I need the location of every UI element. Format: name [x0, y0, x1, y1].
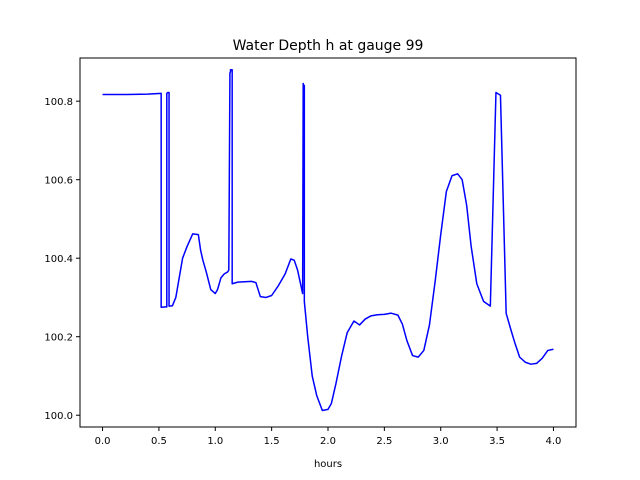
x-tick-label: 1.5 — [264, 436, 280, 447]
x-axis-ticks: 0.0 0.5 1.0 1.5 2.0 2.5 3.0 3.5 4.0 — [95, 427, 562, 447]
y-axis-ticks: 100.0 100.2 100.4 100.6 100.8 — [44, 97, 80, 422]
x-tick-label: 2.5 — [376, 436, 392, 447]
x-tick-label: 1.0 — [207, 436, 223, 447]
x-axis-label: hours — [314, 459, 342, 470]
y-tick-label: 100.0 — [44, 411, 73, 422]
series-line-0 — [102, 69, 554, 412]
x-tick-label: 2.0 — [320, 436, 336, 447]
y-tick-label: 100.8 — [44, 97, 73, 108]
x-tick-label: 0.0 — [95, 436, 111, 447]
y-tick-label: 100.2 — [44, 333, 73, 344]
axes-frame — [79, 57, 577, 428]
x-tick-label: 0.5 — [151, 436, 167, 447]
y-tick-label: 100.6 — [44, 176, 73, 187]
plot-series-group — [102, 69, 554, 412]
y-tick-label: 100.4 — [44, 254, 73, 265]
x-tick-label: 3.5 — [489, 436, 505, 447]
x-tick-label: 3.0 — [433, 436, 449, 447]
chart-title: Water Depth h at gauge 99 — [233, 38, 424, 54]
x-tick-label: 4.0 — [546, 436, 562, 447]
